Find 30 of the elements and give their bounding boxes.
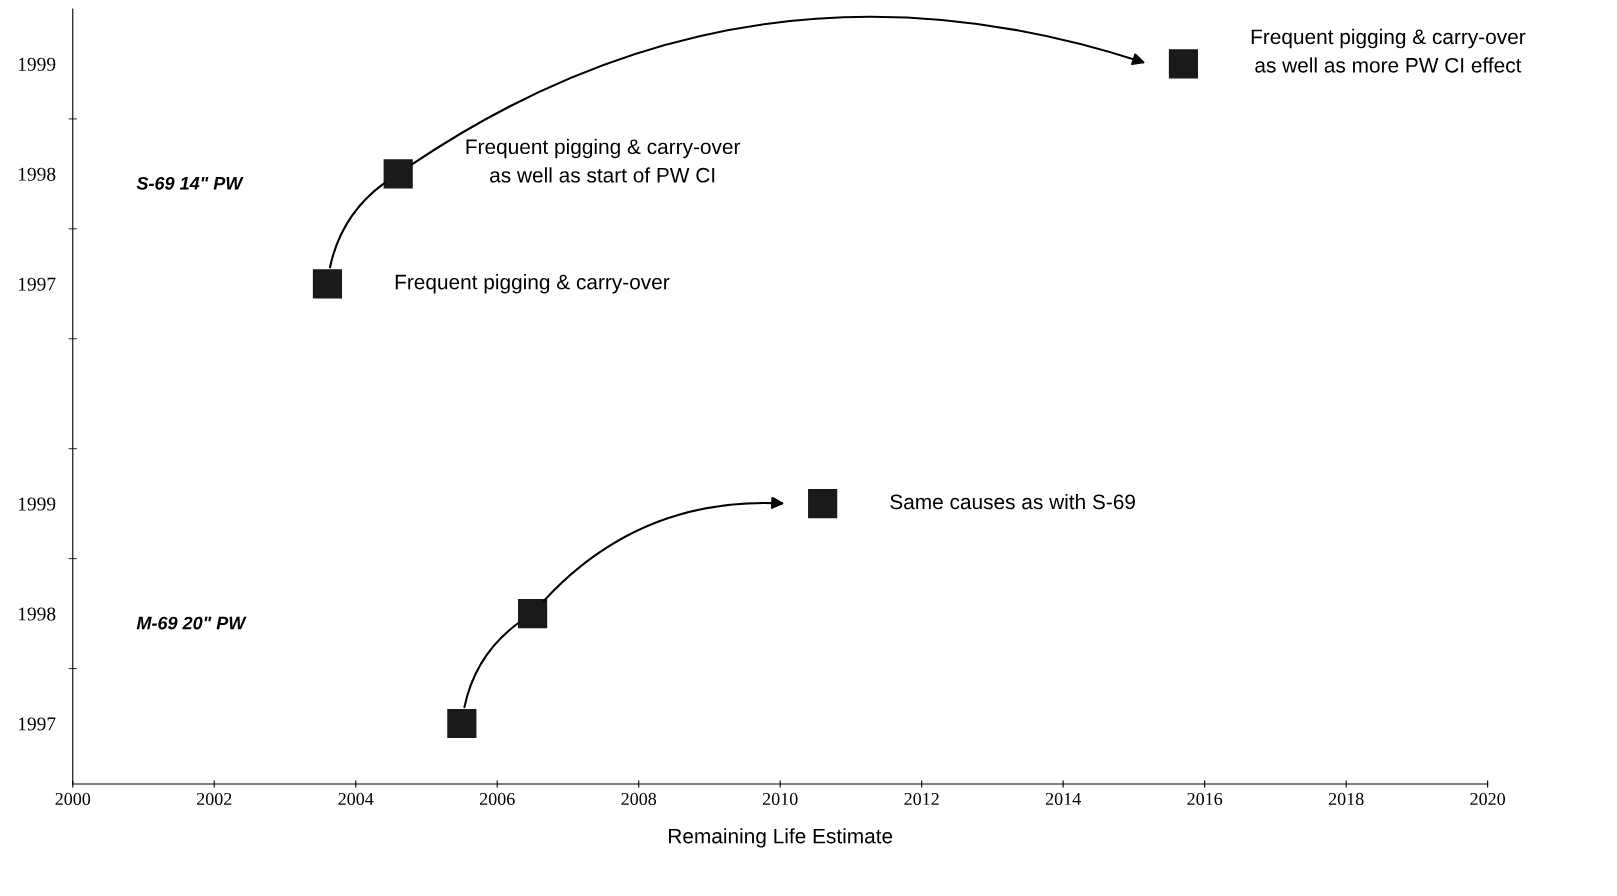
- x-tick-label: 2018: [1328, 792, 1364, 806]
- point: [1168, 49, 1199, 79]
- y-tick-label: 1999: [18, 57, 56, 71]
- data-label: Frequent pigging & carry-over as well as more PW CI effect: [1251, 28, 1526, 73]
- x-tick-label: 2010: [762, 792, 798, 806]
- y-tick-label: 1998: [18, 167, 56, 181]
- point: [447, 708, 477, 739]
- annotation: S-69 14" PW: [136, 176, 244, 190]
- y-tick-label: 1997: [18, 277, 56, 291]
- data-label: Frequent pigging & carry-over: [395, 274, 670, 294]
- x-tick-label: 2008: [621, 792, 657, 806]
- data-label: Frequent pigging & carry-over as well as start of PW CI: [466, 138, 741, 183]
- annotation: M-69 20" PW: [136, 616, 247, 630]
- point: [312, 269, 343, 299]
- x-tick-label: 2000: [55, 792, 91, 806]
- x-tick-label: 2016: [1187, 792, 1223, 806]
- y-tick-label: 1997: [18, 717, 56, 731]
- x-tick-label: 2002: [196, 792, 232, 806]
- x-tick-label: 2006: [479, 792, 515, 806]
- x-tick-label: 2014: [1045, 792, 1081, 806]
- point: [518, 599, 548, 629]
- x-axis-title: Remaining Life Estimate: [669, 828, 893, 848]
- x-tick-label: 2012: [904, 792, 939, 806]
- point: [808, 489, 838, 519]
- data-label: Same causes as with S-69: [890, 493, 1135, 510]
- y-tick-label: 1999: [18, 497, 56, 511]
- x-tick-label: 2020: [1470, 792, 1506, 806]
- y-tick-label: 1998: [18, 607, 56, 621]
- point: [383, 159, 413, 189]
- x-tick-label: 2004: [338, 792, 374, 806]
